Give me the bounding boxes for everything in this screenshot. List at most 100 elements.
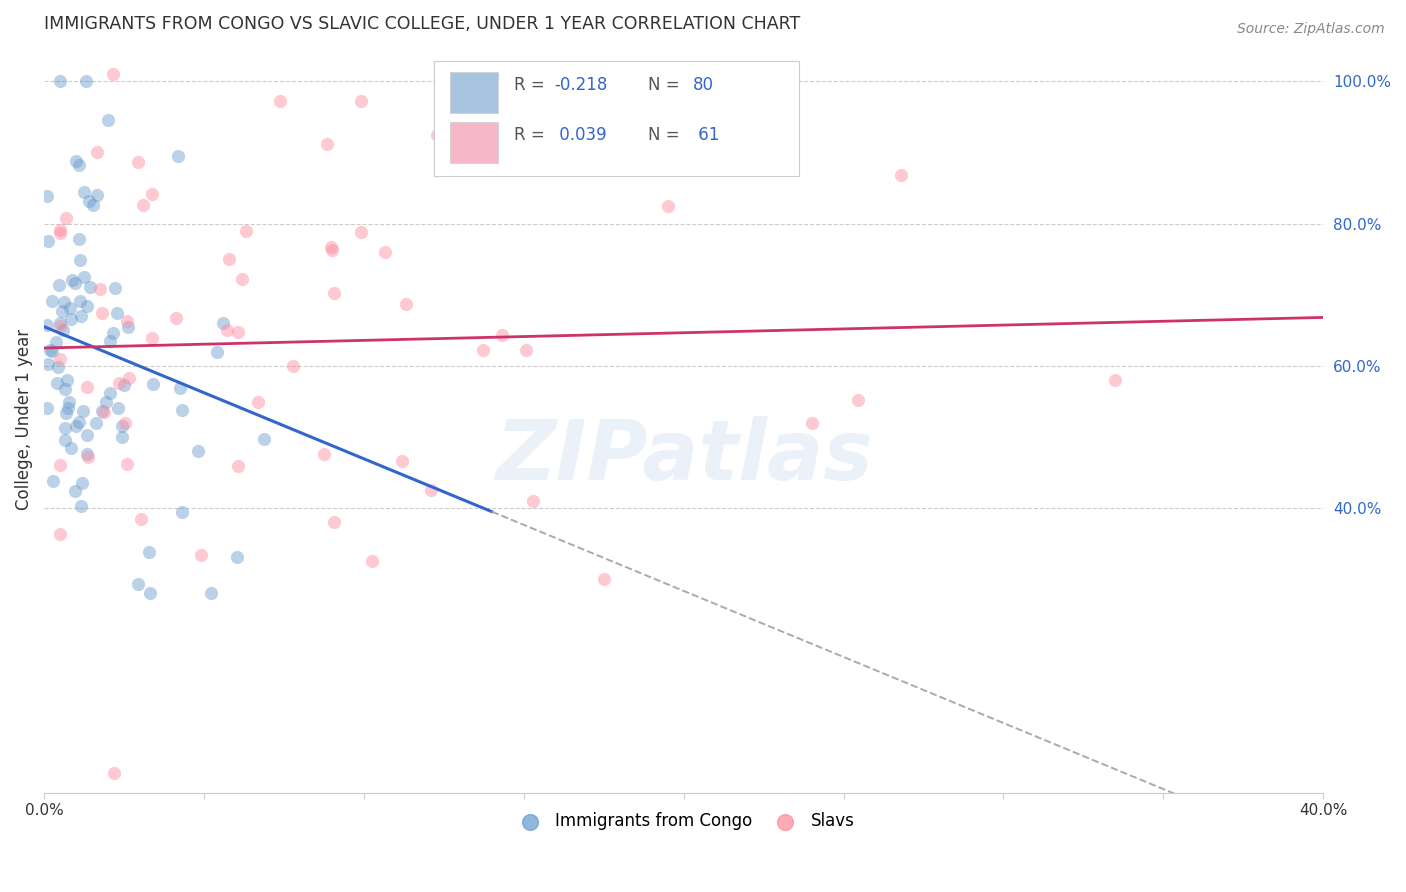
Point — [235, 224, 257, 238]
Point — [141, 331, 163, 345]
Point — [76, 380, 98, 394]
Point — [165, 310, 187, 325]
Point — [420, 483, 443, 497]
Point — [800, 416, 823, 430]
Point — [107, 376, 129, 391]
Point — [65, 419, 87, 434]
Point — [269, 95, 291, 109]
Point — [51, 303, 73, 318]
Point — [117, 314, 139, 328]
Point — [117, 320, 139, 334]
Point — [76, 299, 98, 313]
Point — [226, 549, 249, 564]
Point — [37, 234, 59, 248]
Text: IMMIGRANTS FROM CONGO VS SLAVIC COLLEGE, UNDER 1 YEAR CORRELATION CHART: IMMIGRANTS FROM CONGO VS SLAVIC COLLEGE,… — [44, 15, 800, 33]
Point — [49, 74, 72, 88]
FancyBboxPatch shape — [434, 61, 799, 177]
Point — [111, 418, 134, 433]
Point — [395, 296, 418, 310]
Point — [49, 226, 72, 240]
Point — [205, 345, 228, 359]
Point — [111, 430, 134, 444]
Point — [132, 198, 155, 212]
Point — [89, 282, 111, 296]
Y-axis label: College, Under 1 year: College, Under 1 year — [15, 328, 32, 509]
Text: -0.218: -0.218 — [554, 76, 607, 94]
Point — [350, 225, 373, 239]
Point — [75, 74, 97, 88]
Point — [890, 168, 912, 182]
Point — [63, 277, 86, 291]
Point — [127, 155, 149, 169]
Point — [73, 185, 96, 199]
Point — [58, 401, 80, 415]
Point — [129, 512, 152, 526]
Point — [53, 421, 76, 435]
Point — [104, 281, 127, 295]
Point — [200, 586, 222, 600]
Point — [91, 305, 114, 319]
Point — [247, 395, 270, 409]
Point — [46, 376, 69, 390]
Point — [846, 392, 869, 407]
Point — [69, 232, 91, 246]
Point — [141, 186, 163, 201]
Point — [103, 765, 125, 780]
Point — [495, 67, 517, 81]
Point — [105, 306, 128, 320]
Point — [212, 316, 235, 330]
Point — [94, 395, 117, 409]
Point — [59, 301, 82, 316]
Point — [101, 326, 124, 341]
Point — [283, 359, 305, 373]
Point — [93, 405, 115, 419]
Text: R =: R = — [513, 126, 550, 144]
Point — [472, 343, 495, 357]
Point — [79, 279, 101, 293]
Text: 0.039: 0.039 — [554, 126, 607, 144]
Point — [55, 406, 77, 420]
Point — [67, 415, 90, 429]
Point — [72, 403, 94, 417]
Text: N =: N = — [648, 126, 685, 144]
Point — [37, 318, 59, 333]
Point — [86, 145, 108, 159]
Point — [70, 499, 93, 513]
Point — [69, 253, 91, 268]
Point — [97, 112, 120, 127]
Point — [322, 515, 344, 529]
Point — [98, 334, 121, 348]
Point — [172, 505, 194, 519]
Point — [37, 189, 59, 203]
Point — [82, 198, 104, 212]
Point — [55, 211, 77, 225]
Point — [55, 373, 77, 387]
Point — [226, 458, 249, 473]
Point — [319, 240, 342, 254]
Point — [76, 428, 98, 442]
Point — [522, 494, 544, 508]
Point — [41, 474, 63, 488]
Point — [48, 278, 70, 293]
Point — [391, 453, 413, 467]
Point — [491, 327, 513, 342]
Point — [142, 377, 165, 392]
Point — [73, 270, 96, 285]
Point — [316, 136, 339, 151]
Point — [231, 271, 253, 285]
Point — [49, 527, 72, 541]
Point — [63, 483, 86, 498]
Point — [59, 441, 82, 455]
Point — [114, 417, 136, 431]
Point — [49, 223, 72, 237]
Point — [1104, 373, 1126, 387]
Point — [84, 416, 107, 430]
Point — [49, 318, 72, 333]
Legend: Immigrants from Congo, Slavs: Immigrants from Congo, Slavs — [506, 805, 860, 837]
Point — [103, 67, 125, 81]
Point — [46, 360, 69, 375]
Point — [190, 549, 212, 563]
Point — [37, 401, 59, 416]
Point — [38, 343, 60, 357]
Point — [172, 403, 194, 417]
